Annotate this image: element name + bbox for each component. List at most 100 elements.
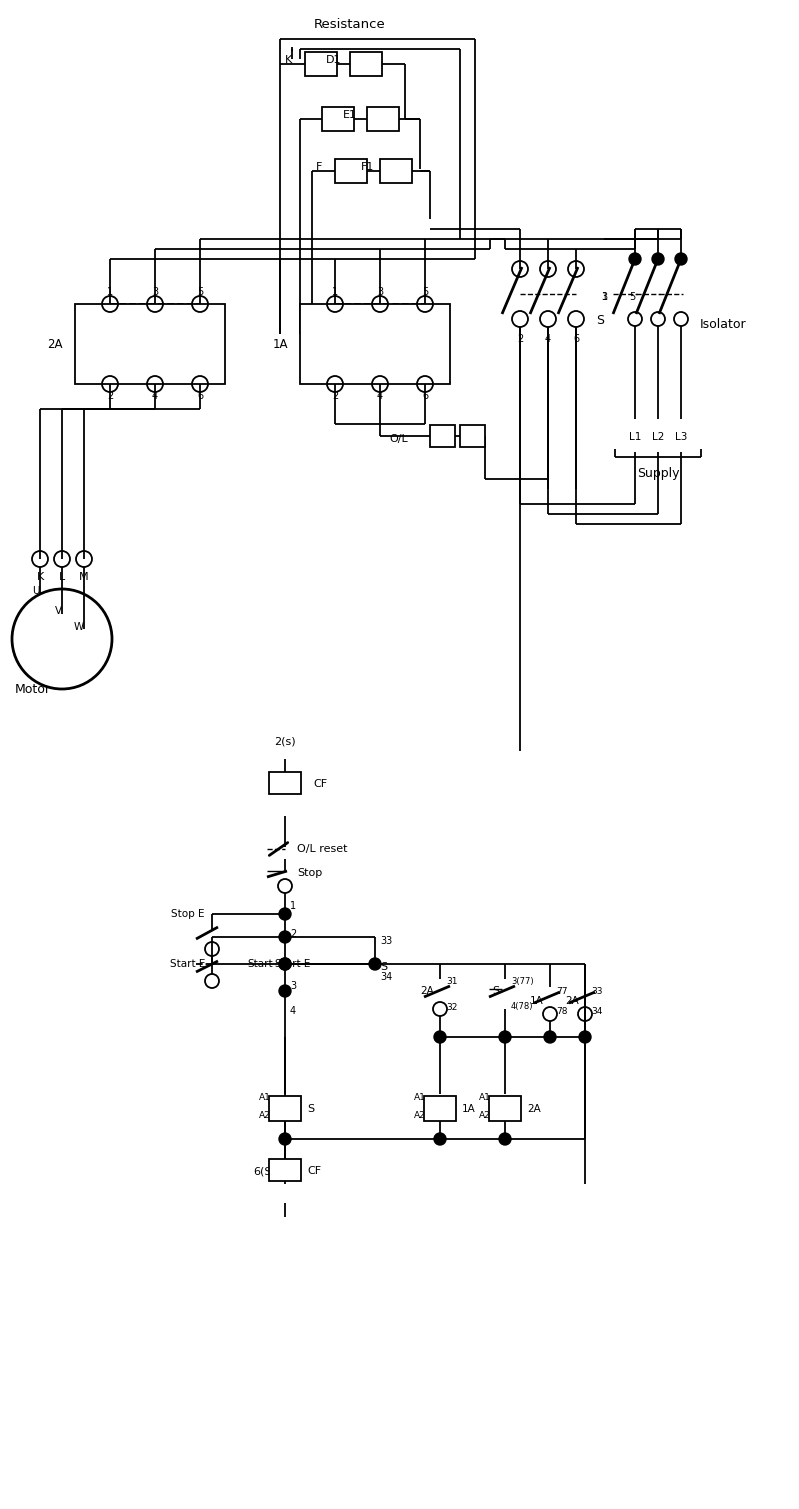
Text: O/L reset: O/L reset — [297, 844, 348, 854]
Text: 4: 4 — [290, 1007, 296, 1016]
Text: U: U — [33, 585, 40, 596]
Text: 33: 33 — [380, 936, 392, 946]
Bar — [335, 158, 367, 183]
Text: 2A: 2A — [420, 985, 434, 996]
Bar — [460, 426, 485, 447]
Bar — [305, 51, 337, 75]
Text: 2A: 2A — [47, 338, 63, 350]
Text: 31: 31 — [446, 976, 458, 985]
Text: Start E: Start E — [169, 960, 205, 969]
Text: 2: 2 — [517, 333, 523, 344]
Text: A2: A2 — [479, 1111, 491, 1120]
Text: K: K — [284, 54, 292, 65]
Text: 1: 1 — [107, 287, 113, 297]
Circle shape — [579, 1031, 591, 1043]
Text: Stop E: Stop E — [172, 908, 205, 919]
Text: 5: 5 — [197, 287, 203, 297]
Text: 1: 1 — [332, 287, 338, 297]
Text: 5: 5 — [422, 287, 428, 297]
Circle shape — [675, 254, 687, 266]
Text: A1: A1 — [259, 1094, 271, 1103]
Text: 1A: 1A — [272, 338, 288, 350]
Text: A2: A2 — [259, 1111, 271, 1120]
Text: 4: 4 — [545, 333, 551, 344]
Text: 77: 77 — [556, 987, 567, 996]
Text: 78: 78 — [556, 1007, 567, 1016]
Text: 1: 1 — [290, 901, 296, 911]
Text: 2A: 2A — [565, 996, 579, 1007]
Text: Resistance: Resistance — [314, 18, 386, 30]
Text: 32: 32 — [446, 1002, 457, 1011]
Bar — [269, 1096, 301, 1121]
Text: K: K — [37, 572, 44, 582]
Bar — [489, 1096, 521, 1121]
Text: Motor: Motor — [15, 682, 51, 696]
Bar — [300, 303, 450, 383]
Text: A1: A1 — [479, 1094, 491, 1103]
Circle shape — [279, 931, 291, 943]
Text: L2: L2 — [652, 432, 664, 442]
Text: 1: 1 — [602, 293, 608, 302]
Text: L3: L3 — [675, 432, 687, 442]
Circle shape — [279, 958, 291, 970]
Text: CF: CF — [313, 779, 327, 789]
Text: 3: 3 — [290, 981, 296, 991]
Circle shape — [369, 958, 381, 970]
Circle shape — [279, 1133, 291, 1145]
Text: S: S — [596, 314, 604, 327]
Text: CF: CF — [307, 1166, 321, 1176]
Bar — [269, 1159, 301, 1182]
Circle shape — [279, 985, 291, 997]
Text: 1A: 1A — [531, 996, 544, 1007]
Circle shape — [279, 908, 291, 920]
Text: Stop: Stop — [297, 868, 322, 878]
Text: 2(s): 2(s) — [274, 736, 296, 745]
Text: O/L: O/L — [389, 435, 408, 444]
Text: 4: 4 — [152, 391, 158, 401]
Bar — [350, 51, 382, 75]
Text: 3(77): 3(77) — [511, 976, 534, 985]
Circle shape — [652, 254, 664, 266]
Text: Supply: Supply — [637, 468, 679, 480]
Text: 6: 6 — [422, 391, 428, 401]
Circle shape — [499, 1133, 511, 1145]
Text: 4: 4 — [377, 391, 383, 401]
Circle shape — [544, 1031, 556, 1043]
Text: 34: 34 — [380, 972, 392, 982]
Text: V: V — [55, 607, 62, 616]
Text: 5: 5 — [629, 293, 635, 302]
Text: 3: 3 — [152, 287, 158, 297]
Circle shape — [499, 1031, 511, 1043]
Text: E1: E1 — [343, 110, 357, 121]
Text: L: L — [59, 572, 66, 582]
Text: L1: L1 — [629, 432, 641, 442]
Text: W: W — [74, 622, 84, 632]
Text: F: F — [316, 161, 322, 172]
Text: Start: Start — [248, 960, 273, 969]
Bar — [269, 773, 301, 794]
Text: S: S — [380, 963, 388, 972]
Text: 33: 33 — [591, 987, 602, 996]
Text: 6(S): 6(S) — [253, 1166, 276, 1176]
Text: 2A: 2A — [527, 1105, 541, 1114]
Bar — [380, 158, 412, 183]
Circle shape — [434, 1133, 446, 1145]
Text: S: S — [307, 1105, 314, 1114]
Text: A2: A2 — [414, 1111, 426, 1120]
Text: M: M — [79, 572, 89, 582]
Text: S: S — [492, 985, 499, 996]
Text: 2: 2 — [290, 930, 296, 939]
Text: 6: 6 — [197, 391, 203, 401]
Circle shape — [434, 1031, 446, 1043]
Text: 2: 2 — [107, 391, 113, 401]
Bar — [322, 107, 354, 131]
Text: Isolator: Isolator — [700, 317, 746, 330]
Bar — [367, 107, 399, 131]
Text: 4(78): 4(78) — [511, 1002, 534, 1011]
Text: 1A: 1A — [462, 1105, 475, 1114]
Text: 2: 2 — [332, 391, 338, 401]
Bar — [430, 426, 455, 447]
Circle shape — [279, 958, 291, 970]
Text: 6: 6 — [573, 333, 579, 344]
Text: 34: 34 — [591, 1007, 602, 1016]
